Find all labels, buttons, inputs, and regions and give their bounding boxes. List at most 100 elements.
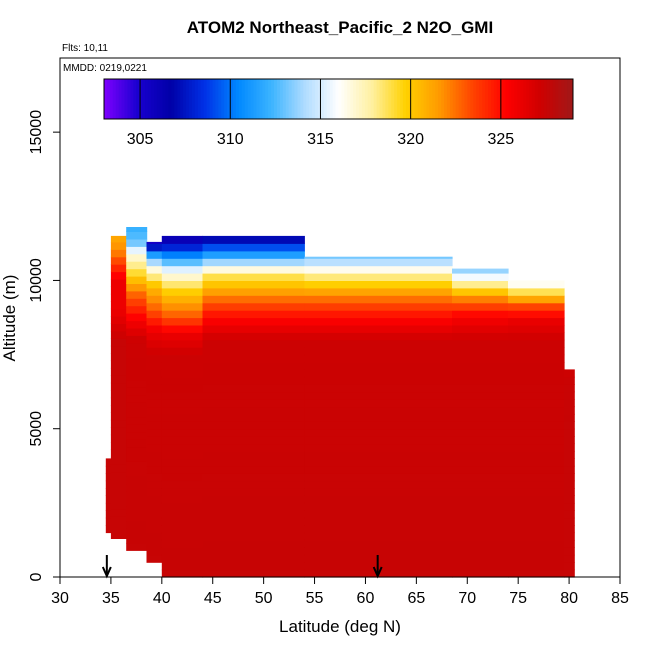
colorbar-swatch	[306, 79, 310, 119]
curtain-cell	[146, 310, 163, 319]
curtain-cell	[304, 295, 453, 304]
curtain-cell	[564, 436, 575, 445]
curtain-cell	[202, 332, 305, 341]
curtain-cell	[126, 253, 148, 262]
curtain-cell	[564, 406, 575, 415]
curtain-cell	[146, 510, 163, 519]
curtain-cell	[564, 413, 575, 422]
curtain-cell	[110, 367, 127, 376]
curtain-cell	[304, 510, 453, 519]
colorbar-swatch	[490, 79, 495, 119]
curtain-cell	[110, 405, 127, 413]
curtain-cell	[105, 480, 112, 489]
curtain-cell	[146, 384, 163, 393]
curtain-cell	[304, 347, 453, 356]
curtain-cell	[146, 324, 163, 333]
colorbar-swatch	[502, 79, 507, 119]
colorbar-swatch	[268, 79, 272, 119]
y-tick-label: 10000	[28, 258, 45, 303]
curtain-cell	[161, 287, 204, 296]
curtain-cell	[304, 443, 453, 452]
curtain-cell	[304, 287, 453, 296]
curtain-cell	[564, 569, 575, 578]
curtain-cell	[508, 399, 565, 408]
colorbar-swatch	[241, 79, 246, 119]
curtain-cell	[161, 413, 204, 422]
curtain-cell	[202, 280, 305, 289]
curtain-cell	[126, 238, 148, 247]
curtain-cell	[110, 434, 127, 443]
curtain-cell	[202, 310, 305, 319]
colorbar-swatch	[171, 79, 175, 119]
colorbar-swatch	[414, 79, 419, 119]
curtain-cell	[564, 480, 575, 489]
curtain-cell	[202, 295, 305, 304]
curtain-cell	[508, 332, 565, 341]
curtain-cell	[126, 498, 148, 507]
curtain-cell	[202, 510, 305, 519]
colorbar-swatch	[540, 79, 545, 119]
colorbar-swatch	[118, 79, 123, 119]
curtain-cell	[202, 265, 305, 274]
colorbar-swatch	[150, 79, 155, 119]
chart-title: ATOM2 Northeast_Pacific_2 N2O_GMI	[187, 18, 493, 37]
curtain-cell	[202, 495, 305, 504]
curtain-cell	[146, 421, 163, 430]
colorbar-swatch	[189, 79, 193, 119]
curtain-cell	[110, 330, 127, 339]
curtain-cell	[126, 261, 148, 270]
colorbar-swatch	[238, 79, 243, 119]
curtain-cell	[161, 332, 204, 341]
curtain-cell	[161, 362, 204, 370]
x-tick-label: 80	[560, 590, 578, 607]
curtain-cell	[146, 525, 163, 534]
curtain-cell	[202, 287, 305, 296]
curtain-cell	[110, 479, 127, 488]
curtain-cell	[126, 372, 148, 381]
colorbar-swatch	[464, 79, 468, 119]
curtain-cell	[304, 265, 453, 274]
curtain-cell	[126, 439, 148, 448]
colorbar-swatch	[564, 79, 568, 119]
curtain-cell	[110, 249, 127, 258]
flight-marker-arrowhead	[101, 566, 112, 579]
colorbar-swatch	[347, 79, 351, 119]
colorbar-swatch	[552, 79, 556, 119]
colorbar-swatch	[112, 79, 117, 119]
colorbar-swatch	[183, 79, 187, 119]
curtain-cell	[508, 421, 565, 430]
colorbar-swatch	[461, 79, 466, 119]
y-tick-label: 5000	[28, 411, 45, 447]
curtain-cell	[126, 313, 148, 322]
curtain-cell	[452, 369, 509, 378]
colorbar-swatch	[476, 79, 480, 119]
x-tick-label: 50	[255, 590, 273, 607]
curtain-cell	[508, 391, 565, 400]
curtain-cell	[146, 436, 163, 445]
curtain-cell	[564, 502, 575, 511]
curtain-cell	[452, 347, 509, 356]
curtain-cell	[452, 532, 509, 541]
colorbar-swatch	[338, 79, 342, 119]
curtain-cell	[126, 453, 148, 462]
curtain-cell	[110, 360, 127, 369]
curtain-cell	[161, 510, 204, 519]
curtain-cell	[161, 317, 204, 326]
curtain-cell	[161, 302, 204, 311]
curtain-cell	[564, 399, 575, 408]
curtain-cell	[202, 451, 305, 459]
curtain-cell	[161, 280, 204, 289]
curtain-cell	[452, 354, 509, 363]
curtain-cell	[304, 436, 453, 445]
y-tick-label: 0	[28, 572, 45, 581]
curtain-cell	[146, 391, 163, 400]
curtain-cell	[304, 421, 453, 430]
curtain-cell	[304, 258, 453, 267]
colorbar-swatch	[534, 79, 539, 119]
curtain-cell	[508, 465, 565, 474]
curtain-cell	[304, 376, 453, 385]
curtain-cell	[110, 508, 127, 517]
curtain-cell	[452, 332, 509, 341]
curtain-cell	[304, 384, 453, 393]
